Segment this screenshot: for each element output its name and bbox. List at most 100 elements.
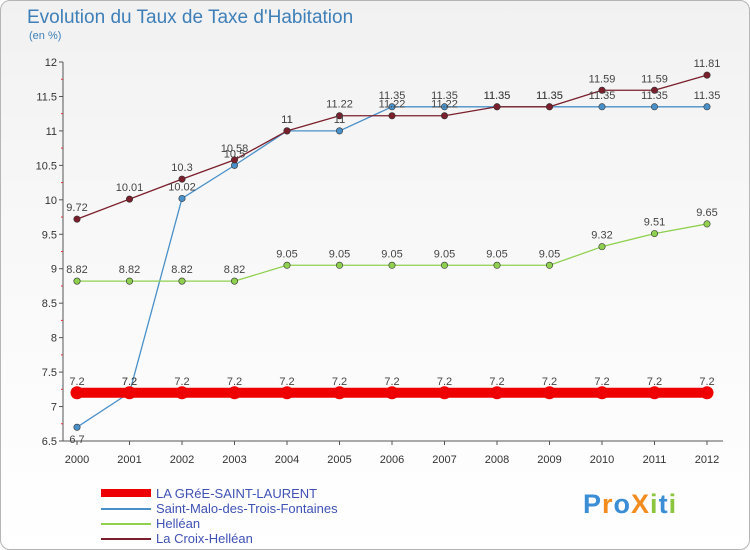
x-tick-label: 2007 [432,454,456,466]
data-label: 11.35 [536,90,563,102]
data-point [703,71,711,79]
data-label: 9.65 [696,207,717,219]
data-label: 7.2 [699,376,714,388]
y-tick-label: 9.5 [42,229,57,241]
data-label: 11.59 [641,73,668,85]
y-tick-label: 7.5 [42,367,57,379]
data-label: 10.5 [224,148,245,160]
data-point [598,86,606,94]
data-label: 9.72 [66,202,87,214]
data-point [440,103,448,111]
data-label: 7.2 [122,376,137,388]
data-label: 11.35 [379,90,406,102]
logo-letter: i [668,489,678,519]
y-tick-label: 11.5 [36,91,57,103]
data-point [440,112,448,120]
data-point [650,230,658,238]
data-point [438,386,451,400]
data-label: 7.2 [647,376,662,388]
data-label: 11.35 [589,90,616,102]
data-point [493,261,501,269]
logo-letter: P [583,489,603,519]
data-point [440,261,448,269]
data-point [650,86,658,94]
y-tick-label: 8.5 [42,298,57,310]
legend-label: La Croix-Helléan [156,531,253,546]
data-label: 9.05 [539,248,560,260]
data-label: 10.01 [116,182,144,194]
data-label: 9.05 [486,248,507,260]
data-label: 7.2 [227,376,242,388]
data-point [73,215,81,223]
data-point [126,195,134,203]
data-point [598,243,606,251]
data-label: 11.59 [589,73,616,85]
data-point [703,103,711,111]
data-point [595,386,609,400]
data-point [598,103,606,111]
logo-letter: i [650,489,659,519]
data-point [178,277,186,285]
data-label: 7.2 [279,376,294,388]
data-point [175,386,189,400]
data-point [385,386,399,400]
data-point [283,261,291,269]
legend-label: LA GRéE-SAINT-LAURENT [156,486,318,501]
data-label: 7.2 [174,376,189,388]
data-label: 9.05 [381,248,402,260]
data-point [228,386,241,400]
data-point [545,103,553,111]
data-label: 9.05 [276,248,297,260]
data-label: 11 [281,114,292,126]
x-tick-label: 2004 [275,454,299,466]
logo-letter: o [613,489,632,519]
data-label: 9.32 [591,230,612,242]
data-label: 11.35 [536,90,563,102]
y-tick-label: 10 [45,195,57,207]
data-label: 11.22 [431,99,458,111]
data-point [388,103,396,111]
data-point [650,103,658,111]
data-label: 11.35 [694,90,721,102]
data-point [178,194,186,202]
data-point [648,386,661,400]
data-label: 7.2 [489,376,504,388]
y-tick-label: 9 [51,264,57,276]
x-tick-label: 2009 [537,454,561,466]
legend-swatch-hellean [101,523,151,525]
data-point [73,423,81,431]
data-point [333,386,346,400]
data-label: 10.58 [221,143,249,155]
data-point [73,277,81,285]
chart-subtitle: (en %) [29,30,62,42]
legend-label: Helléan [156,516,201,531]
data-label: 9.05 [434,248,455,260]
data-label: 7.2 [542,376,557,388]
y-tick-label: 7 [51,402,57,414]
y-tick-label: 10.5 [36,160,57,172]
data-label: 11.35 [484,90,511,102]
data-point [70,386,84,400]
data-label: 11.35 [431,90,458,102]
data-label: 7.2 [437,376,452,388]
x-tick-label: 2008 [485,454,509,466]
data-label: 8.82 [171,264,192,276]
data-label: 10.02 [168,181,196,193]
data-point [700,386,714,400]
data-point [335,127,343,135]
data-point [545,261,553,269]
data-point [388,112,396,120]
x-tick-label: 2006 [380,454,404,466]
y-tick-label: 12 [45,57,57,69]
data-point [178,175,186,183]
data-label: 11 [334,114,345,126]
data-label: 7.2 [69,376,84,388]
data-label: 11 [281,114,292,126]
y-tick-label: 6.5 [42,436,57,448]
data-label: 6.7 [69,434,84,446]
data-label: 9.51 [644,217,665,229]
data-point [703,220,711,228]
x-tick-label: 2005 [327,454,351,466]
x-tick-label: 2012 [695,454,719,466]
